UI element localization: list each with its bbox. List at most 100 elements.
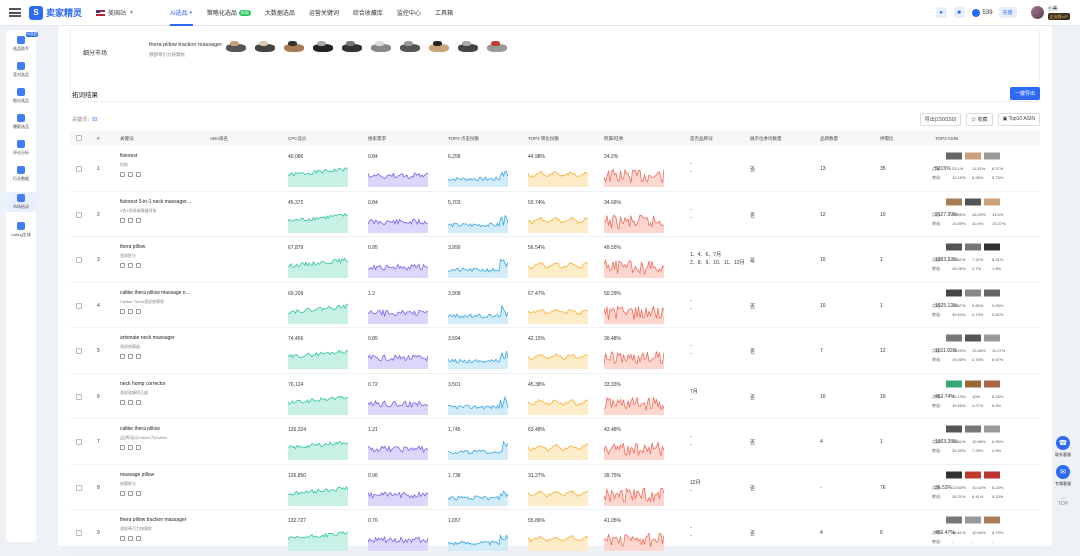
keyword-text[interactable]: calibe thera pillow massage n… bbox=[120, 289, 191, 296]
nav-item-0[interactable]: AI选品 ✦ bbox=[169, 0, 193, 26]
nav-item-5[interactable]: 监控中心 bbox=[397, 0, 421, 26]
sidebar-item-2[interactable]: 细分选品 bbox=[6, 88, 36, 104]
external-link-icon[interactable] bbox=[136, 308, 141, 314]
product-image[interactable] bbox=[370, 40, 392, 58]
sidebar-item-3[interactable]: 爆款选品 bbox=[6, 114, 36, 130]
asin-thumbnail[interactable] bbox=[946, 241, 962, 253]
star-icon[interactable] bbox=[128, 445, 133, 450]
nav-item-6[interactable]: 工具箱 bbox=[435, 0, 453, 26]
asin-thumbnail[interactable] bbox=[984, 195, 1000, 208]
product-image[interactable] bbox=[312, 40, 334, 58]
avatar[interactable] bbox=[1030, 6, 1044, 19]
external-link-icon[interactable] bbox=[136, 399, 141, 405]
keyword-text[interactable]: fisiorest bbox=[120, 153, 138, 159]
asin-thumbnail[interactable] bbox=[984, 423, 1000, 435]
product-image[interactable] bbox=[399, 40, 421, 58]
row-checkbox[interactable] bbox=[76, 530, 82, 536]
keyword-text[interactable]: massage pillow bbox=[120, 471, 155, 478]
asin-thumbnail[interactable] bbox=[965, 468, 981, 481]
product-image[interactable] bbox=[225, 40, 247, 58]
product-image[interactable] bbox=[457, 40, 479, 58]
copy-icon[interactable] bbox=[120, 172, 125, 177]
region-select[interactable]: 美国站 ▼ bbox=[96, 8, 134, 17]
asin-thumbnail[interactable] bbox=[965, 286, 981, 299]
asin-thumbnail[interactable] bbox=[984, 286, 1000, 299]
row-checkbox[interactable] bbox=[76, 166, 82, 172]
asin-thumbnail[interactable] bbox=[965, 332, 981, 344]
asin-thumbnail[interactable] bbox=[946, 150, 962, 162]
external-link-icon[interactable] bbox=[136, 445, 141, 450]
product-image[interactable] bbox=[254, 40, 276, 58]
asin-thumbnail[interactable] bbox=[946, 423, 962, 435]
asin-thumbnail[interactable] bbox=[984, 514, 1000, 526]
row-checkbox[interactable] bbox=[76, 211, 82, 218]
asin-thumbnail[interactable] bbox=[984, 150, 1000, 162]
recharge-button[interactable]: 充值 bbox=[998, 7, 1017, 18]
asin-thumbnail[interactable] bbox=[946, 377, 962, 390]
nav-item-4[interactable]: 综合收藏库 bbox=[353, 0, 383, 26]
sidebar-item-6[interactable]: 市场拓词 bbox=[6, 192, 36, 212]
copy-icon[interactable] bbox=[120, 354, 125, 359]
asin-thumbnail[interactable] bbox=[946, 195, 962, 208]
asin-thumbnail[interactable] bbox=[946, 286, 962, 299]
product-image[interactable] bbox=[486, 40, 508, 58]
copy-icon[interactable] bbox=[120, 445, 125, 450]
keyword-text[interactable]: calibe thera pillow bbox=[120, 426, 160, 432]
product-image[interactable] bbox=[341, 40, 363, 58]
copy-icon[interactable] bbox=[120, 536, 125, 541]
top10-asin-button[interactable]: ▣ Top10 ASIN bbox=[997, 113, 1040, 126]
copy-icon[interactable] bbox=[120, 217, 125, 223]
nav-item-2[interactable]: 大数据选品 bbox=[265, 0, 295, 26]
star-icon[interactable] bbox=[128, 354, 133, 359]
keyword-text[interactable]: thera pillow traction massager bbox=[120, 517, 187, 523]
asin-thumbnail[interactable] bbox=[946, 468, 962, 481]
product-image[interactable] bbox=[283, 40, 305, 58]
logo[interactable]: S 卖家精灵 bbox=[29, 5, 82, 20]
external-link-icon[interactable] bbox=[136, 354, 141, 359]
sidebar-item-5[interactable]: 行业数据 bbox=[6, 166, 36, 182]
copy-icon[interactable] bbox=[120, 490, 125, 496]
select-all-checkbox[interactable] bbox=[76, 135, 82, 141]
sidebar-item-0[interactable]: 选品助手 AI选品 bbox=[6, 32, 38, 52]
asin-thumbnail[interactable] bbox=[965, 377, 981, 390]
favorite-button[interactable]: ☆ 收藏 bbox=[966, 113, 993, 126]
external-link-icon[interactable] bbox=[136, 217, 141, 223]
sidebar-item-1[interactable]: 竞对选品 bbox=[6, 62, 36, 78]
copy-icon[interactable] bbox=[120, 399, 125, 405]
nav-item-3[interactable]: 运营关键词 bbox=[309, 0, 339, 26]
bell-icon[interactable]: ● bbox=[935, 7, 947, 18]
sidebar-item-4[interactable]: 评论分析 bbox=[6, 140, 36, 156]
external-link-icon[interactable] bbox=[136, 536, 141, 541]
star-icon[interactable] bbox=[128, 217, 133, 223]
asin-thumbnail[interactable] bbox=[965, 241, 981, 253]
asin-thumbnail[interactable] bbox=[965, 195, 981, 208]
external-link-icon[interactable] bbox=[136, 172, 141, 177]
row-checkbox[interactable] bbox=[76, 393, 82, 400]
star-icon[interactable] bbox=[128, 172, 133, 177]
asin-thumbnail[interactable] bbox=[946, 514, 962, 526]
asin-thumbnail[interactable] bbox=[946, 332, 962, 344]
keyword-text[interactable]: fisiorest 3-in-1 neck massager… bbox=[120, 198, 192, 205]
star-icon[interactable] bbox=[128, 263, 133, 268]
asin-thumbnail[interactable] bbox=[984, 377, 1000, 390]
copy-icon[interactable] bbox=[120, 263, 125, 268]
external-link-icon[interactable] bbox=[136, 490, 141, 496]
message-icon[interactable]: ■ bbox=[953, 7, 965, 18]
star-icon[interactable] bbox=[128, 490, 133, 496]
keyword-text[interactable]: artsmate neck massager bbox=[120, 335, 175, 341]
asin-thumbnail[interactable] bbox=[965, 150, 981, 162]
export-all-button[interactable]: 一键导出 bbox=[1009, 87, 1040, 100]
asin-thumbnail[interactable] bbox=[965, 514, 981, 526]
asin-thumbnail[interactable] bbox=[965, 423, 981, 435]
asin-thumbnail[interactable] bbox=[984, 241, 1000, 253]
row-checkbox[interactable] bbox=[76, 439, 82, 445]
keyword-text[interactable]: thera pillow bbox=[120, 244, 146, 250]
star-icon[interactable] bbox=[128, 536, 133, 541]
float-tool-0[interactable]: ☎ 联系客服 bbox=[1055, 436, 1071, 458]
star-icon[interactable] bbox=[128, 308, 133, 314]
row-checkbox[interactable] bbox=[76, 257, 82, 263]
star-icon[interactable] bbox=[128, 399, 133, 405]
export-button[interactable]: 导出(150/150) bbox=[919, 113, 962, 126]
external-link-icon[interactable] bbox=[136, 263, 141, 268]
row-checkbox[interactable] bbox=[76, 348, 82, 354]
